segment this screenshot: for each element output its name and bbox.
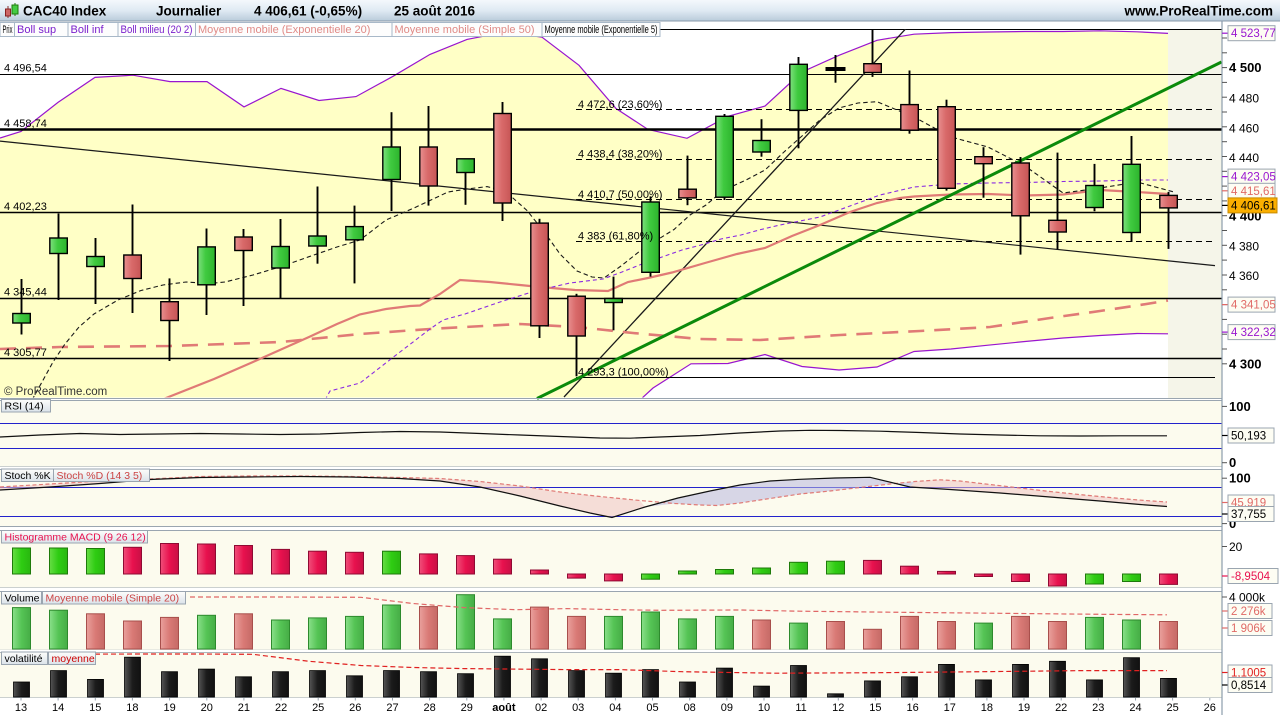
svg-text:19: 19 xyxy=(1018,702,1030,714)
svg-text:4 410,7 (50,00%): 4 410,7 (50,00%) xyxy=(578,189,662,201)
svg-text:4 383 (61,80%): 4 383 (61,80%) xyxy=(578,230,653,242)
svg-text:4 523,77: 4 523,77 xyxy=(1231,28,1276,40)
svg-text:23: 23 xyxy=(1092,702,1104,714)
svg-text:4 300: 4 300 xyxy=(1229,356,1262,371)
svg-text:100: 100 xyxy=(1229,399,1251,414)
svg-text:25 août 2016: 25 août 2016 xyxy=(394,4,476,19)
svg-text:18: 18 xyxy=(126,702,138,714)
svg-text:02: 02 xyxy=(535,702,547,714)
svg-text:Boll inf: Boll inf xyxy=(71,24,105,36)
svg-text:0: 0 xyxy=(1229,516,1236,531)
svg-text:4 480: 4 480 xyxy=(1229,92,1259,106)
svg-text:Moyenne mobile (Simple 20): Moyenne mobile (Simple 20) xyxy=(46,593,180,605)
svg-text:0,8514: 0,8514 xyxy=(1231,680,1267,692)
svg-text:1,1005: 1,1005 xyxy=(1231,668,1266,680)
svg-text:4 440: 4 440 xyxy=(1229,151,1259,165)
svg-text:4 472,6 (23,60%): 4 472,6 (23,60%) xyxy=(578,99,662,111)
svg-text:20: 20 xyxy=(201,702,213,714)
svg-text:4 496,54: 4 496,54 xyxy=(4,63,47,75)
svg-text:volatilité: volatilité xyxy=(5,653,43,665)
svg-text:14: 14 xyxy=(52,702,64,714)
svg-text:04: 04 xyxy=(609,702,621,714)
svg-text:Boll sup: Boll sup xyxy=(17,24,56,36)
svg-text:4 460: 4 460 xyxy=(1229,121,1259,135)
svg-text:15: 15 xyxy=(89,702,101,714)
svg-text:moyenne: moyenne xyxy=(52,653,95,665)
svg-text:Moyenne mobile (Exponentielle: Moyenne mobile (Exponentielle 5) xyxy=(545,24,658,36)
svg-text:4 305,77: 4 305,77 xyxy=(4,347,47,359)
svg-text:22: 22 xyxy=(275,702,287,714)
svg-text:août: août xyxy=(492,702,516,714)
svg-text:4 360: 4 360 xyxy=(1229,269,1259,283)
svg-text:© ProRealTime.com: © ProRealTime.com xyxy=(4,386,107,398)
svg-text:18: 18 xyxy=(981,702,993,714)
svg-text:19: 19 xyxy=(163,702,175,714)
svg-text:4 345,44: 4 345,44 xyxy=(4,287,47,299)
svg-text:0: 0 xyxy=(1229,455,1236,470)
svg-text:Stoch %D (14 3 5): Stoch %D (14 3 5) xyxy=(57,470,143,482)
svg-text:4 322,32: 4 322,32 xyxy=(1231,327,1276,339)
svg-text:25: 25 xyxy=(1166,702,1178,714)
svg-text:4 000k: 4 000k xyxy=(1229,591,1266,605)
svg-text:26: 26 xyxy=(1204,702,1216,714)
svg-text:-8,9504: -8,9504 xyxy=(1231,571,1271,583)
svg-text:29: 29 xyxy=(461,702,473,714)
svg-text:50,193: 50,193 xyxy=(1231,431,1266,443)
svg-text:Stoch %K: Stoch %K xyxy=(5,470,51,482)
svg-text:100: 100 xyxy=(1229,471,1251,486)
svg-text:4 380: 4 380 xyxy=(1229,239,1259,253)
svg-text:1 906k: 1 906k xyxy=(1231,623,1266,635)
svg-text:4 423,05: 4 423,05 xyxy=(1231,172,1276,184)
svg-text:10: 10 xyxy=(758,702,770,714)
svg-text:15: 15 xyxy=(869,702,881,714)
svg-text:13: 13 xyxy=(15,702,27,714)
svg-text:21: 21 xyxy=(238,702,250,714)
svg-text:4 406,61: 4 406,61 xyxy=(1231,200,1276,212)
svg-text:4 500: 4 500 xyxy=(1229,60,1262,75)
svg-text:RSI (14): RSI (14) xyxy=(5,401,44,413)
svg-text:25: 25 xyxy=(312,702,324,714)
svg-text:4 438,4 (38,20%): 4 438,4 (38,20%) xyxy=(578,148,662,160)
svg-text:Histogramme MACD (9 26 12): Histogramme MACD (9 26 12) xyxy=(5,532,146,544)
svg-text:Boll milieu (20 2): Boll milieu (20 2) xyxy=(121,24,193,36)
svg-text:37,755: 37,755 xyxy=(1231,509,1266,521)
svg-text:09: 09 xyxy=(721,702,733,714)
svg-text:12: 12 xyxy=(832,702,844,714)
svg-text:4 341,05: 4 341,05 xyxy=(1231,300,1276,312)
svg-text:www.ProRealTime.com: www.ProRealTime.com xyxy=(1123,4,1273,19)
svg-text:20: 20 xyxy=(1229,540,1243,554)
svg-text:4 402,23: 4 402,23 xyxy=(4,201,47,213)
svg-text:17: 17 xyxy=(944,702,956,714)
svg-text:4 458,74: 4 458,74 xyxy=(4,118,47,130)
svg-text:Moyenne mobile (Exponentielle: Moyenne mobile (Exponentielle 20) xyxy=(198,24,370,36)
svg-text:16: 16 xyxy=(906,702,918,714)
svg-text:11: 11 xyxy=(795,702,806,714)
svg-text:24: 24 xyxy=(1129,702,1141,714)
svg-text:4 406,61 (-0,65%): 4 406,61 (-0,65%) xyxy=(254,4,362,19)
svg-text:08: 08 xyxy=(684,702,696,714)
svg-text:4 415,61: 4 415,61 xyxy=(1231,186,1276,198)
svg-text:2 276k: 2 276k xyxy=(1231,606,1266,618)
svg-text:Journalier: Journalier xyxy=(156,4,222,19)
svg-text:05: 05 xyxy=(646,702,658,714)
svg-text:Volume: Volume xyxy=(5,593,40,605)
svg-text:CAC40 Index: CAC40 Index xyxy=(23,4,107,19)
svg-text:26: 26 xyxy=(349,702,361,714)
svg-text:03: 03 xyxy=(572,702,584,714)
svg-text:Moyenne mobile (Simple 50): Moyenne mobile (Simple 50) xyxy=(395,24,535,36)
svg-text:4 293,3 (100,00%): 4 293,3 (100,00%) xyxy=(578,367,669,379)
svg-text:28: 28 xyxy=(423,702,435,714)
svg-text:Prix: Prix xyxy=(3,24,13,36)
svg-text:22: 22 xyxy=(1055,702,1067,714)
svg-text:27: 27 xyxy=(386,702,398,714)
